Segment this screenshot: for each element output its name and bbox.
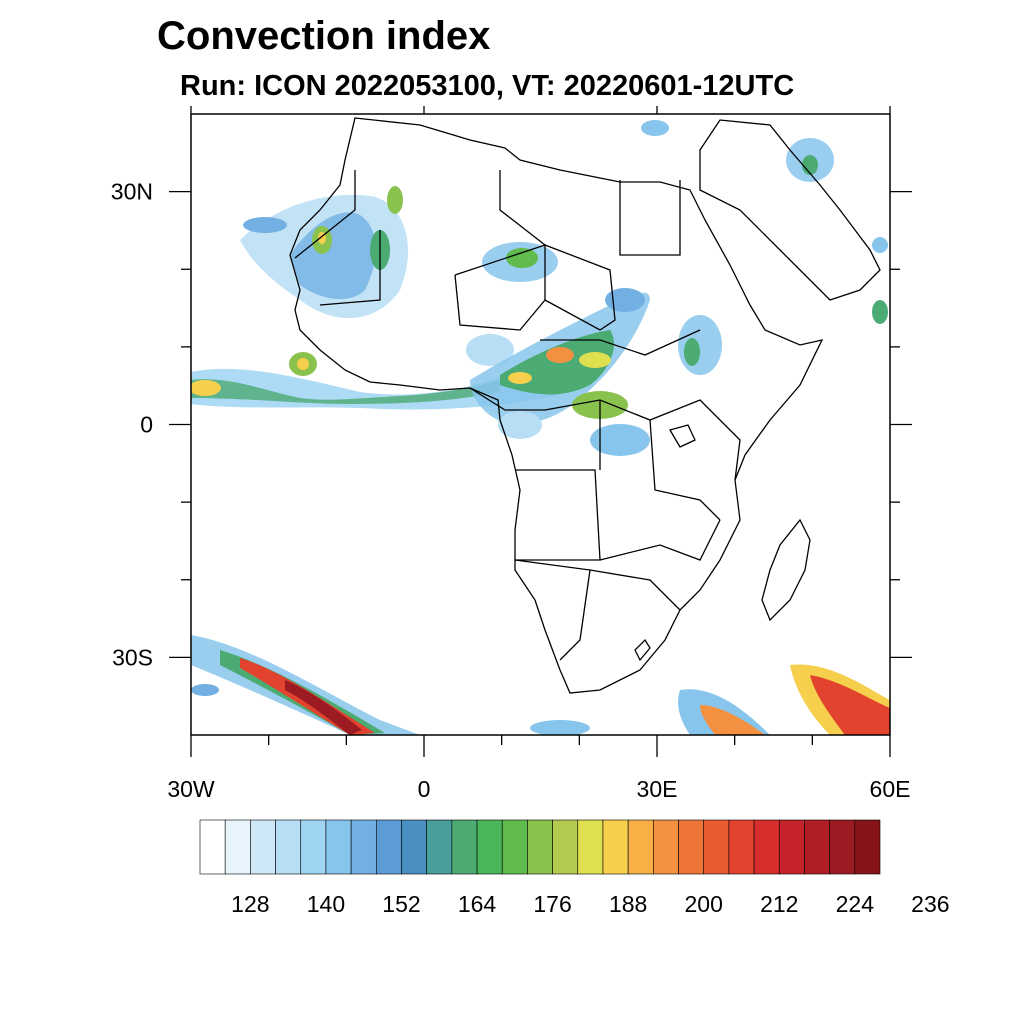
lat-tick-label: 30S — [112, 644, 153, 670]
lon-tick-label: 0 — [418, 776, 431, 802]
field-area — [590, 424, 650, 456]
field-area — [700, 705, 765, 735]
colorbar-swatch — [854, 819, 881, 875]
colorbar-swatch — [778, 819, 805, 875]
country-border — [515, 469, 601, 561]
colorbar-swatch — [250, 819, 276, 875]
field-area — [387, 186, 403, 214]
field-area — [530, 720, 590, 735]
colorbar-swatch — [527, 819, 553, 875]
country-border — [544, 244, 616, 331]
country-border — [499, 170, 546, 246]
colorbar-swatch — [552, 819, 579, 875]
field-area — [546, 347, 574, 363]
field-area — [191, 379, 500, 404]
country-border — [599, 519, 721, 561]
colorbar-swatch — [728, 819, 755, 875]
convection-field — [191, 120, 890, 735]
country-border — [540, 329, 701, 356]
field-area — [605, 288, 645, 312]
africa-coastline — [289, 117, 824, 694]
colorbar-swatch — [401, 819, 427, 875]
field-area — [506, 248, 538, 268]
colorbar-label: 164 — [458, 891, 497, 917]
field-area — [191, 380, 221, 396]
field-area — [579, 352, 611, 368]
colorbar-swatch — [804, 819, 830, 875]
field-area — [872, 300, 888, 324]
field-area — [498, 411, 542, 439]
country-border — [649, 419, 721, 521]
country-border — [514, 559, 591, 661]
country-border — [454, 244, 546, 331]
field-area — [802, 155, 818, 175]
field-area — [297, 358, 309, 370]
country-border — [469, 387, 545, 411]
colorbar-label: 212 — [760, 891, 798, 917]
field-area — [810, 675, 890, 735]
colorbar-swatch — [375, 819, 402, 875]
colorbar-swatch — [703, 819, 730, 875]
lat-tick-label: 0 — [140, 412, 153, 438]
field-area — [641, 120, 669, 136]
colorbar-swatch — [501, 819, 528, 875]
colorbar-swatch — [829, 819, 856, 875]
colorbar: 128 140 152 164 176 188 200 212 224 236 — [199, 819, 950, 917]
field-area — [678, 315, 722, 375]
colorbar-swatch — [753, 819, 780, 875]
colorbar-swatch — [476, 819, 503, 875]
country-border — [589, 569, 681, 611]
colorbar-swatch — [199, 819, 226, 875]
colorbar-swatch — [602, 819, 629, 875]
field-area — [191, 635, 420, 735]
field-area — [191, 684, 219, 696]
colorbar-label: 188 — [609, 891, 647, 917]
lake-victoria — [669, 424, 696, 448]
country-border — [319, 230, 381, 306]
field-area — [243, 217, 287, 233]
colorbar-swatch — [627, 819, 654, 875]
colorbar-label: 236 — [911, 891, 949, 917]
colorbar-label: 128 — [231, 891, 269, 917]
colorbar-label: 200 — [685, 891, 723, 917]
colorbar-swatch — [653, 819, 679, 875]
madagascar-coastline — [761, 518, 811, 622]
country-border — [619, 180, 681, 256]
arabia-coastline — [699, 119, 881, 301]
field-area — [872, 237, 888, 253]
colorbar-label: 224 — [836, 891, 875, 917]
colorbar-swatch — [275, 819, 302, 875]
colorbar-swatch — [426, 819, 453, 875]
map-axes: 30W 0 30E 60E 30N 0 30S — [111, 106, 912, 802]
country-border — [544, 399, 741, 481]
colorbar-swatch — [325, 819, 352, 875]
colorbar-label: 152 — [382, 891, 420, 917]
chart-subtitle: Run: ICON 2022053100, VT: 20220601-12UTC — [180, 70, 795, 102]
colorbar-swatch — [350, 819, 377, 875]
colorbar-label: 176 — [533, 891, 571, 917]
colorbar-swatch — [577, 819, 604, 875]
lon-tick-label: 60E — [870, 776, 911, 802]
field-area — [290, 212, 376, 300]
country-border — [634, 638, 651, 662]
chart-title: Convection index — [157, 14, 491, 58]
field-area — [684, 338, 700, 366]
lat-tick-label: 30N — [111, 179, 153, 205]
colorbar-swatch — [451, 819, 478, 875]
colorbar-swatch — [300, 819, 327, 875]
colorbar-label: 140 — [307, 891, 345, 917]
lon-tick-label: 30E — [637, 776, 678, 802]
field-area — [285, 680, 362, 735]
colorbar-swatch — [678, 819, 705, 875]
coastlines-borders — [289, 117, 881, 694]
colorbar-swatch — [224, 819, 251, 875]
country-border — [294, 170, 356, 259]
field-area — [466, 334, 514, 366]
field-area — [508, 372, 532, 384]
lon-tick-label: 30W — [167, 776, 215, 802]
